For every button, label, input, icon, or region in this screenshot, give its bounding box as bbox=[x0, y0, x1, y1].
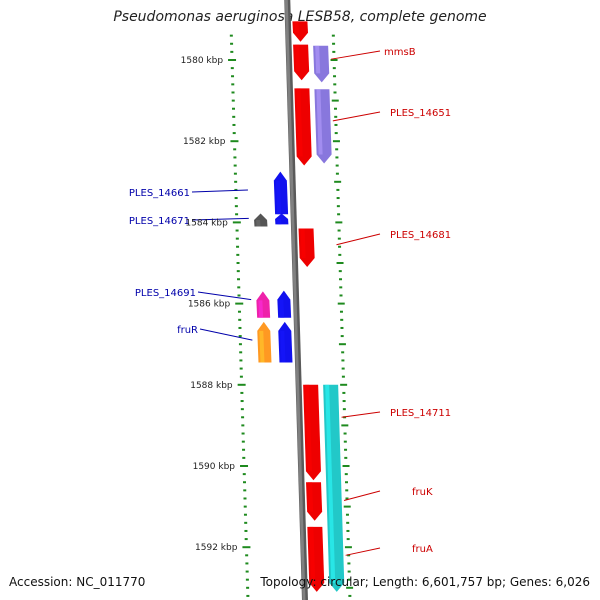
gene-arrow bbox=[298, 228, 315, 268]
gene-label: PLES_14651 bbox=[390, 108, 451, 119]
accession-text: Accession: NC_011770 bbox=[9, 575, 146, 589]
label-pointer bbox=[341, 411, 381, 418]
label-pointer bbox=[343, 490, 381, 501]
kbp-label: 1590 kbp bbox=[193, 462, 236, 472]
gene-highlight bbox=[315, 45, 321, 74]
kbp-label: 1580 kbp bbox=[181, 56, 224, 66]
gene-label: fruK bbox=[412, 487, 433, 498]
topology-text: Topology: circular; Length: 6,601,757 bp… bbox=[260, 575, 590, 589]
gene-label: PLES_14671 bbox=[129, 216, 190, 227]
gene-arrow bbox=[314, 89, 332, 164]
gene-arrow bbox=[292, 21, 309, 42]
gene-arrow bbox=[277, 290, 292, 318]
gene-label: fruR bbox=[177, 325, 198, 336]
gene-arrow bbox=[313, 45, 330, 83]
map-title: Pseudomonas aeruginosa LESB58, complete … bbox=[113, 9, 487, 25]
gene-body bbox=[273, 171, 289, 215]
gene-highlight bbox=[309, 526, 316, 583]
kbp-label: 1586 kbp bbox=[188, 300, 231, 310]
gene-arrow bbox=[294, 88, 312, 166]
gene-body bbox=[277, 290, 292, 318]
gene-label-group: fruK bbox=[343, 487, 433, 501]
genome-backbone bbox=[284, 0, 308, 600]
gene-label: PLES_14711 bbox=[390, 408, 451, 419]
gene-highlight bbox=[256, 219, 261, 227]
gene-highlight bbox=[280, 330, 286, 363]
gene-label-group: PLES_14711 bbox=[341, 408, 451, 419]
label-pointer bbox=[191, 189, 248, 193]
gene-highlight bbox=[308, 482, 314, 512]
backbone-line bbox=[284, 0, 306, 600]
gene-features bbox=[254, 21, 345, 592]
gene-label: mmsB bbox=[384, 47, 416, 58]
kbp-label: 1582 kbp bbox=[183, 137, 226, 147]
kbp-labels: 1580 kbp 1582 kbp 1584 kbp 1586 kbp 1588 kbp… bbox=[181, 56, 238, 553]
gene-arrow bbox=[306, 482, 323, 521]
label-pointer bbox=[197, 291, 252, 301]
label-pointer bbox=[191, 217, 249, 221]
kbp-label: 1584 kbp bbox=[185, 218, 228, 228]
gene-highlight bbox=[305, 384, 312, 472]
gene-arrow bbox=[323, 384, 345, 592]
gene-label: PLES_14681 bbox=[390, 230, 451, 241]
gene-arrow bbox=[293, 44, 310, 81]
gene-highlight bbox=[258, 300, 264, 318]
gene-arrow bbox=[273, 171, 289, 215]
gene-highlight bbox=[259, 330, 265, 363]
gene-label: fruA bbox=[412, 544, 433, 555]
gene-arrow bbox=[278, 321, 293, 363]
gene-label: PLES_14661 bbox=[129, 188, 190, 199]
gene-highlight bbox=[300, 228, 306, 259]
gene-arrow bbox=[256, 291, 271, 318]
label-pointer bbox=[345, 547, 381, 556]
gene-body bbox=[275, 213, 289, 225]
kbp-label: 1588 kbp bbox=[190, 381, 233, 391]
left-ticks bbox=[228, 34, 251, 597]
gene-highlight bbox=[294, 21, 300, 33]
gene-label-group: PLES_14651 bbox=[332, 108, 451, 122]
kbp-label: 1592 kbp bbox=[195, 543, 238, 553]
gene-label-group: fruR bbox=[177, 325, 253, 341]
label-pointer bbox=[332, 111, 381, 122]
gene-arrow bbox=[257, 321, 272, 363]
label-pointer bbox=[336, 233, 381, 246]
gene-highlight bbox=[279, 299, 285, 318]
gene-body bbox=[256, 291, 271, 318]
gene-body bbox=[257, 321, 272, 363]
gene-arrow bbox=[254, 213, 268, 227]
gene-label-group: PLES_14691 bbox=[135, 288, 252, 301]
gene-label-group: PLES_14681 bbox=[336, 230, 451, 246]
gene-highlight bbox=[296, 88, 303, 157]
gene-highlight bbox=[295, 44, 301, 72]
gene-highlight bbox=[275, 180, 282, 215]
gene-label-group: mmsB bbox=[330, 47, 416, 60]
gene-label-group: PLES_14661 bbox=[129, 188, 248, 199]
gene-highlight bbox=[325, 384, 336, 583]
gene-body bbox=[278, 321, 293, 363]
gene-label: PLES_14691 bbox=[135, 288, 196, 299]
gene-highlight bbox=[316, 89, 323, 155]
gene-labels: mmsB PLES_14651 PLES_14681 PLES_14711 fruK fr… bbox=[129, 47, 451, 556]
gene-label-group: fruA bbox=[345, 544, 433, 556]
label-pointer bbox=[199, 328, 253, 341]
gene-arrow bbox=[307, 526, 325, 592]
gene-label-group: PLES_14671 bbox=[129, 216, 249, 227]
gene-arrow bbox=[275, 213, 289, 225]
gene-arrow bbox=[303, 384, 321, 481]
gene-highlight bbox=[277, 218, 282, 225]
label-pointer bbox=[330, 50, 381, 60]
